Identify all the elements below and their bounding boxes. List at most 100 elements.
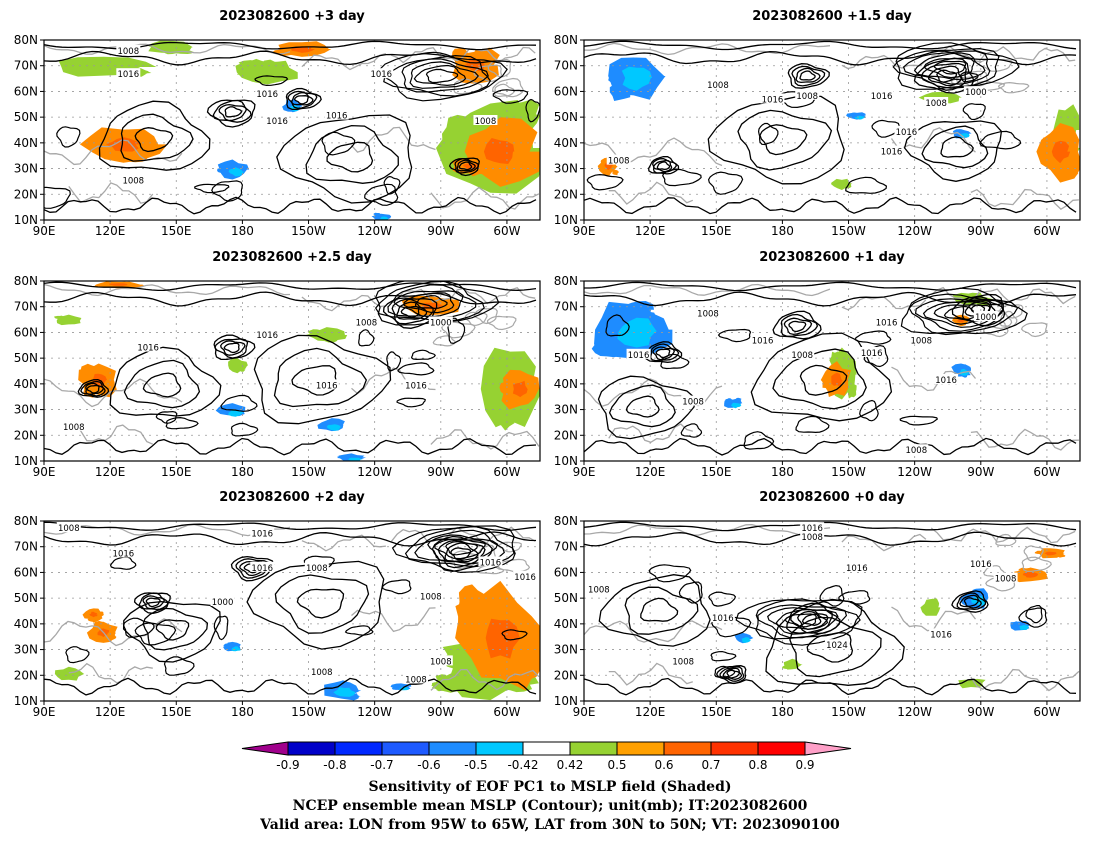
caption-line-3: Valid area: LON from 95W to 65W, LAT fro…	[259, 817, 840, 833]
colorbar-label: 0.6	[654, 758, 673, 772]
lon-tick-label: 120E	[635, 224, 666, 238]
map-panel: 2023082600 +1 day10081016101610081016100…	[554, 250, 1081, 479]
panel-title: 2023082600 +2.5 day	[212, 250, 372, 265]
contour-label: 1008	[420, 593, 442, 603]
panel-frame	[43, 280, 541, 462]
lon-tick-label: 90E	[573, 705, 596, 719]
contour-label: 1008	[117, 47, 139, 57]
colorbar-box	[710, 741, 759, 756]
lon-tick-label: 150E	[161, 224, 192, 238]
lon-tick-label: 90W	[427, 224, 454, 238]
contour-labels: 1008 1016 1016 1016 1016 1016 1008 1008	[116, 44, 498, 186]
mslp-contours	[44, 521, 537, 696]
lon-tick-label: 150E	[701, 465, 732, 479]
contour-label: 1008	[697, 309, 719, 319]
lon-tick-label: 60W	[1033, 705, 1060, 719]
lat-tick-label: 60N	[14, 84, 38, 98]
contour-label: 1016	[137, 344, 159, 354]
lon-tick-label: 60W	[493, 224, 520, 238]
lon-tick-label: 180	[771, 465, 794, 479]
lon-tick-label: 90W	[427, 705, 454, 719]
contour-label: 1016	[117, 70, 139, 80]
panel-frame	[583, 280, 1081, 462]
contour-label: 1008	[801, 533, 823, 543]
lat-tick-label: 10N	[14, 213, 38, 227]
panel-frame	[43, 520, 541, 702]
lat-tick-label: 50N	[14, 110, 38, 124]
lon-tick-label: 120W	[897, 224, 932, 238]
lat-tick-label: 30N	[14, 162, 38, 176]
contour-label: 1000	[965, 88, 987, 98]
contour-label: 1008	[791, 351, 813, 361]
lat-tick-label: 70N	[14, 300, 38, 314]
lon-tick-label: 90W	[427, 465, 454, 479]
colorbar-arrow-right	[804, 741, 852, 756]
contour-label: 1016	[480, 558, 502, 568]
contour-label: 1000	[430, 318, 452, 328]
contour-label: 1016	[801, 524, 823, 534]
panel-title: 2023082600 +1 day	[759, 250, 905, 265]
contour-label: 1008	[405, 675, 427, 685]
lon-tick-label: 90E	[33, 465, 56, 479]
contour-label: 1000	[975, 313, 997, 323]
lon-tick-label: 150W	[831, 224, 866, 238]
lon-tick-label: 150E	[701, 224, 732, 238]
contour-label: 1008	[608, 157, 630, 167]
lat-tick-label: 70N	[554, 300, 578, 314]
contour-label: 1016	[896, 128, 918, 138]
colorbar-box	[381, 741, 430, 756]
lon-tick-label: 150W	[291, 465, 326, 479]
contour-label: 1008	[707, 81, 729, 91]
lat-tick-label: 50N	[14, 591, 38, 605]
lon-tick-label: 90E	[573, 224, 596, 238]
lon-tick-label: 150E	[161, 705, 192, 719]
caption-line-1: Sensitivity of EOF PC1 to MSLP field (Sh…	[368, 779, 731, 795]
lat-tick-label: 30N	[14, 643, 38, 657]
sensitivity-shading	[54, 281, 540, 461]
lat-tick-label: 30N	[14, 403, 38, 417]
lon-tick-label: 120W	[357, 465, 392, 479]
lat-tick-label: 60N	[554, 84, 578, 98]
contour-labels: 1008 1016 1008 1016 1008 1000 1016 1016 1008	[606, 79, 988, 167]
lat-tick-label: 60N	[14, 325, 38, 339]
colorbar-box	[475, 741, 524, 756]
colorbar-arrow-left	[241, 741, 289, 756]
colorbar-box	[287, 741, 336, 756]
contour-label: 1008	[356, 318, 378, 328]
lat-tick-label: 40N	[554, 136, 578, 150]
lon-tick-label: 90W	[967, 705, 994, 719]
colorbar-box	[569, 741, 618, 756]
contour-label: 1016	[514, 573, 536, 583]
lon-tick-label: 90E	[573, 465, 596, 479]
contour-label: 1016	[881, 148, 903, 158]
contour-label: 1008	[910, 336, 932, 346]
lon-tick-label: 180	[231, 705, 254, 719]
contour-label: 1008	[306, 564, 328, 574]
map-panel: 2023082600 +0 day10161008101610081016102…	[554, 490, 1081, 719]
lat-tick-label: 30N	[554, 643, 578, 657]
lat-tick-label: 50N	[554, 591, 578, 605]
contour-label: 1016	[256, 90, 278, 100]
lon-tick-label: 150W	[831, 705, 866, 719]
contour-label: 1008	[905, 446, 927, 456]
contour-label: 1008	[430, 657, 452, 667]
contour-label: 1016	[876, 318, 898, 328]
contour-label: 1016	[113, 549, 135, 559]
contour-labels: 1008 1016 1016 1008 1016 1000 1016 1008 1016 1008…	[626, 307, 998, 456]
lat-tick-label: 50N	[554, 351, 578, 365]
lat-tick-label: 60N	[14, 565, 38, 579]
lon-tick-label: 90E	[33, 224, 56, 238]
contour-label: 1008	[588, 585, 610, 595]
lon-tick-label: 120W	[897, 465, 932, 479]
contour-label: 1016	[256, 331, 278, 341]
mslp-contours	[44, 281, 537, 456]
lat-tick-label: 50N	[14, 351, 38, 365]
lon-tick-label: 120W	[357, 224, 392, 238]
lat-tick-label: 80N	[14, 274, 38, 288]
lat-tick-label: 60N	[554, 565, 578, 579]
map-panel: 2023082600 +3 day 1008 1016 1016 1016 1016 101…	[14, 9, 541, 238]
